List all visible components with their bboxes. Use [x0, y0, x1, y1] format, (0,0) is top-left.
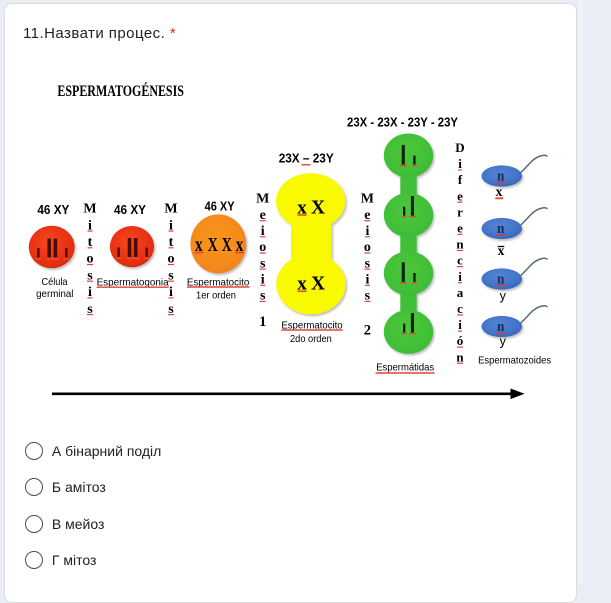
svg-text:i: i	[169, 218, 173, 233]
svg-text:i: i	[88, 285, 92, 300]
svg-text:Espermatozoides: Espermatozoides	[478, 356, 551, 367]
svg-text:y: y	[500, 289, 507, 303]
svg-text:i: i	[261, 224, 265, 239]
svg-text:r: r	[457, 204, 463, 219]
svg-text:46 XY: 46 XY	[114, 202, 146, 217]
svg-text:e: e	[364, 208, 370, 223]
svg-text:23X – 23Y: 23X – 23Y	[279, 151, 334, 166]
svg-text:x: x	[236, 235, 244, 256]
svg-text:s: s	[365, 256, 371, 271]
svg-text:s: s	[260, 289, 266, 304]
svg-text:46 XY: 46 XY	[37, 202, 69, 217]
svg-text:e: e	[457, 221, 463, 236]
svg-text:i: i	[458, 317, 462, 332]
svg-text:X: X	[208, 235, 218, 256]
svg-text:o: o	[168, 252, 175, 267]
svg-text:M: M	[164, 202, 177, 217]
svg-text:a: a	[457, 285, 464, 300]
svg-text:Espermatocito: Espermatocito	[187, 277, 250, 288]
svg-text:n: n	[497, 319, 505, 335]
svg-text:e: e	[260, 208, 266, 223]
svg-text:x: x	[496, 184, 503, 199]
svg-text:i: i	[458, 269, 462, 284]
svg-text:o: o	[364, 240, 371, 255]
svg-text:2: 2	[364, 323, 371, 339]
svg-text:1er orden: 1er orden	[196, 290, 236, 301]
svg-text:t: t	[88, 235, 93, 250]
svg-text:M: M	[256, 192, 269, 207]
svg-text:s: s	[365, 289, 371, 304]
svg-text:X: X	[222, 235, 232, 256]
svg-text:y: y	[500, 335, 507, 349]
svg-text:i: i	[169, 285, 173, 300]
svg-text:s: s	[168, 302, 174, 317]
svg-text:s: s	[260, 256, 266, 271]
svg-text:n: n	[456, 237, 464, 252]
svg-text:f: f	[458, 172, 463, 187]
svg-text:23X - 23X - 23Y - 23Y: 23X - 23X - 23Y - 23Y	[347, 115, 458, 130]
svg-text:c: c	[457, 253, 463, 268]
svg-text:2do orden: 2do orden	[290, 334, 332, 345]
svg-text:o: o	[259, 240, 266, 255]
svg-text:x: x	[297, 197, 307, 218]
svg-text:s: s	[87, 268, 93, 283]
svg-text:Espermátidas: Espermátidas	[376, 363, 434, 374]
svg-text:46 XY: 46 XY	[205, 199, 235, 214]
svg-text:ó: ó	[457, 333, 464, 348]
svg-text:s: s	[168, 268, 174, 283]
svg-text:x: x	[195, 235, 203, 256]
svg-text:Espermatocito: Espermatocito	[281, 321, 343, 332]
svg-text:x: x	[297, 274, 307, 295]
svg-text:n: n	[497, 169, 505, 185]
svg-text:o: o	[87, 252, 94, 267]
svg-text:e: e	[457, 188, 463, 203]
svg-text:i: i	[365, 224, 369, 239]
svg-text:n: n	[456, 349, 464, 364]
svg-text:i: i	[365, 273, 369, 288]
svg-text:1: 1	[259, 314, 266, 330]
svg-text:Célula: Célula	[42, 277, 68, 288]
svg-text:germinal: germinal	[36, 289, 73, 300]
svg-text:X: X	[311, 274, 325, 295]
svg-text:n: n	[497, 221, 505, 237]
svg-text:t: t	[169, 235, 174, 250]
svg-text:s: s	[87, 302, 93, 317]
svg-text:Espermatogonia: Espermatogonia	[97, 277, 169, 288]
svg-text:n: n	[497, 272, 505, 288]
svg-text:D: D	[455, 140, 464, 155]
svg-text:x: x	[498, 243, 505, 258]
svg-text:i: i	[261, 273, 265, 288]
svg-text:X: X	[311, 197, 325, 218]
svg-text:M: M	[83, 202, 96, 217]
svg-text:i: i	[88, 218, 92, 233]
svg-text:i: i	[458, 156, 462, 171]
svg-text:ESPERMATOGÉNESIS: ESPERMATOGÉNESIS	[57, 83, 183, 100]
svg-text:M: M	[361, 192, 374, 207]
svg-text:c: c	[457, 301, 463, 316]
